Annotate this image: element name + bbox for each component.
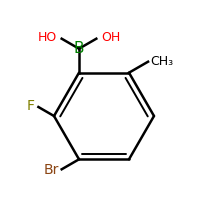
Text: B: B [74,41,84,56]
Text: Br: Br [43,163,59,177]
Text: HO: HO [37,31,57,44]
Text: CH₃: CH₃ [150,55,173,68]
Text: F: F [26,99,34,113]
Text: OH: OH [101,31,121,44]
